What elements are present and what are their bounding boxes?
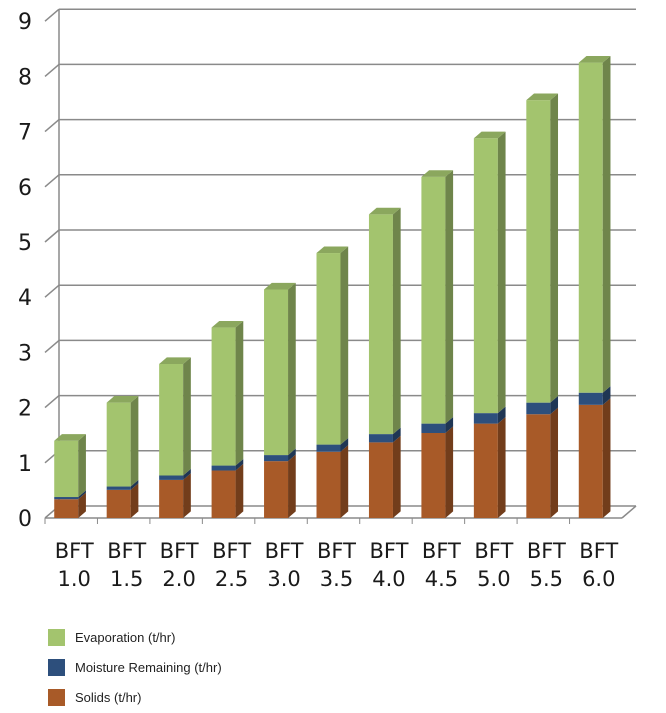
bar-segment [54,434,86,498]
grid-diagonal [44,8,60,22]
x-tick-label: BFT [317,539,356,563]
legend-item: Evaporation (t/hr) [48,622,222,652]
y-tick-label: 4 [18,286,32,311]
x-tick-label: 1.5 [110,567,143,591]
bar-segment [159,468,191,480]
bar-segment [159,357,191,476]
bar-segment [421,417,454,433]
bar-segment [368,435,401,518]
bar-segment [54,490,86,500]
bar-segment [526,396,559,415]
grid-diagonal [44,174,60,188]
x-tick-label: 4.5 [425,567,458,591]
bar-segment [264,448,296,462]
bar-segment [421,170,454,424]
x-axis-ticks: BFT 1.0 BFT 1.5 BFT 2.0 BFT 2.5 BFT 3.0 BFT 3.5 BFT 4… [44,518,618,591]
bar-segment [211,458,244,471]
bar-segment [473,131,506,414]
x-tick-label: BFT [265,539,304,563]
bar-segment [159,473,191,518]
x-tick-label: 4.0 [372,567,405,591]
legend-item: Solids (t/hr) [48,682,222,712]
legend-swatch [48,688,65,706]
bar-stacks [54,56,611,518]
y-tick-label: 9 [18,10,32,35]
grid-diagonal [44,63,60,77]
x-tick-label: 3.0 [267,567,300,591]
bar-segment [211,463,244,518]
x-tick-label: 6.0 [582,567,615,591]
x-tick-label: BFT [527,539,566,563]
bar-segment [316,246,349,445]
y-axis-ticks: 0 1 2 3 4 5 6 7 8 9 [18,10,32,532]
bar-segment [316,437,349,452]
x-tick-label: BFT [369,539,408,563]
grid-diagonal [44,339,60,353]
bar-segment [578,398,611,518]
bar-segment [316,445,349,518]
y-tick-label: 5 [18,231,32,256]
bar-segment [264,454,296,518]
x-tick-label: BFT [422,539,461,563]
y-tick-label: 8 [18,65,32,90]
y-tick-label: 2 [18,397,32,422]
legend-label: Solids (t/hr) [75,689,142,705]
bar-segment [54,492,86,518]
x-tick-label: 1.0 [58,567,91,591]
x-tick-label: BFT [579,539,618,563]
x-tick-label: 3.5 [320,567,353,591]
bar-segment [264,282,296,456]
x-tick-label: BFT [474,539,513,563]
legend-item: Moisture Remaining (t/hr) [48,652,222,682]
x-tick-label: BFT [160,539,199,563]
y-tick-label: 1 [18,452,32,477]
y-tick-label: 7 [18,121,32,146]
x-tick-label: 2.5 [215,567,248,591]
bar-segment [106,479,139,490]
bar-segment [106,396,139,487]
y-tick-label: 3 [18,341,32,366]
bar-segment [106,483,139,518]
bar-segment [368,427,401,443]
legend-swatch [48,658,65,676]
grid-diagonal [44,395,60,409]
bar-segment [368,207,401,435]
bar-segment [211,320,244,466]
grid-diagonal [44,229,60,243]
bar-segment [526,93,559,403]
grid-diagonal [44,119,60,133]
y-tick-label: 6 [18,176,32,201]
y-tick-label: 0 [18,507,32,532]
floor-edge [621,505,637,519]
bar-segment [578,386,611,405]
x-tick-label: 5.5 [530,567,563,591]
legend: Evaporation (t/hr) Moisture Remaining (t/… [48,622,222,712]
legend-label: Moisture Remaining (t/hr) [75,659,222,675]
x-tick-label: 5.0 [477,567,510,591]
grid-diagonal [44,284,60,298]
legend-swatch [48,628,65,646]
legend-label: Evaporation (t/hr) [75,629,176,645]
bar-segment [526,407,559,518]
x-tick-label: BFT [212,539,251,563]
x-tick-label: BFT [107,539,146,563]
bar-segment [473,406,506,424]
x-tick-label: 2.0 [162,567,195,591]
bar-segment [421,426,454,518]
bar-segment [473,417,506,518]
bar-segment [578,56,611,393]
x-tick-label: BFT [55,539,94,563]
